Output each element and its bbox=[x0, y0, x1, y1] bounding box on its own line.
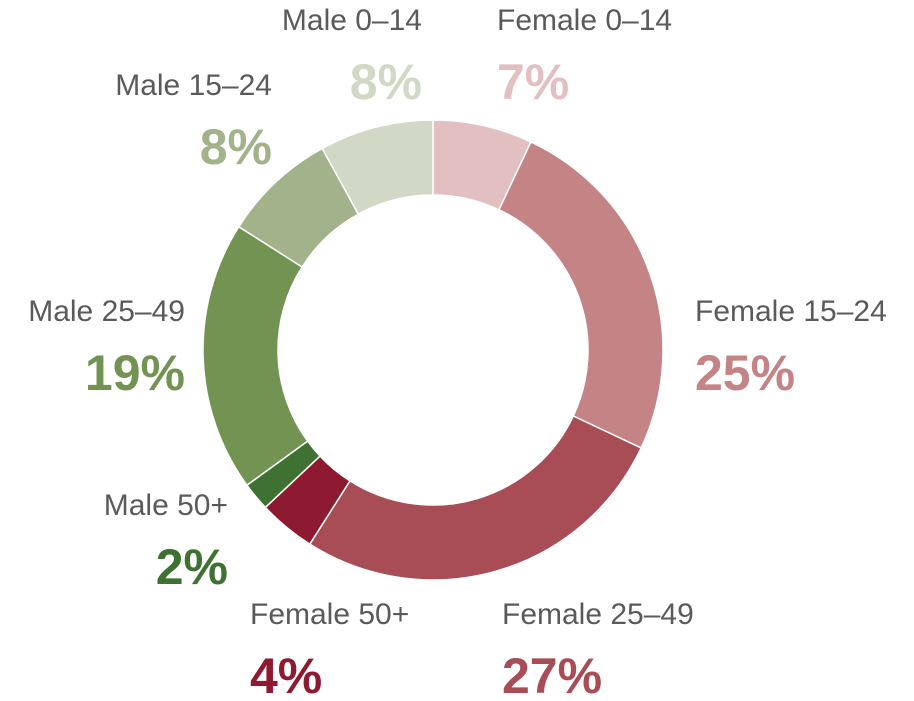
slice-label: Female 0–14 bbox=[497, 4, 672, 37]
slice-value-label: 27% bbox=[502, 648, 602, 701]
slice-value-label: 8% bbox=[200, 119, 272, 175]
slice-value-label: 2% bbox=[156, 539, 228, 595]
slice-value-label: 19% bbox=[85, 345, 185, 401]
donut-slice bbox=[308, 414, 643, 581]
slice-value-label: 8% bbox=[350, 54, 422, 110]
slice-label: Male 0–14 bbox=[282, 4, 422, 37]
slice-label: Male 25–49 bbox=[28, 295, 185, 328]
slice-label: Female 50+ bbox=[250, 598, 409, 631]
slice-label: Male 15–24 bbox=[115, 69, 272, 102]
donut-slice bbox=[321, 119, 434, 216]
donut-slice bbox=[497, 140, 664, 449]
slice-label: Female 25–49 bbox=[502, 598, 694, 631]
slice-value-label: 25% bbox=[695, 345, 795, 401]
slice-label: Female 15–24 bbox=[695, 295, 887, 328]
slice-label: Male 50+ bbox=[104, 489, 228, 522]
slice-value-label: 4% bbox=[250, 648, 322, 701]
donut-slice bbox=[202, 225, 309, 487]
slice-value-label: 7% bbox=[497, 54, 569, 110]
